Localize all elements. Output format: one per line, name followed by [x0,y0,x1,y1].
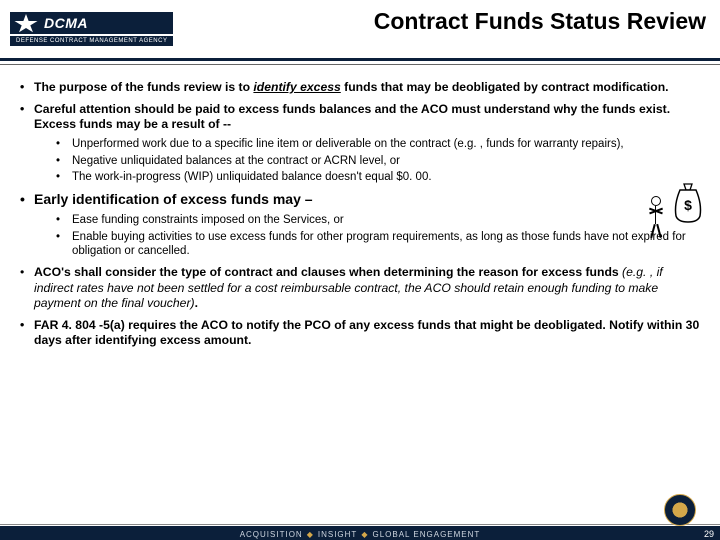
diamond-icon: ◆ [307,530,314,539]
bullet-aco-consider: ACO's shall consider the type of contrac… [20,265,700,312]
dcma-logo: DCMA DEFENSE CONTRACT MANAGEMENT AGENCY [10,12,173,46]
header-divider [0,58,720,65]
page-title: Contract Funds Status Review [374,8,706,35]
sub-negative: Negative unliquidated balances at the co… [34,154,700,169]
money-bag-icon: $ [670,180,706,224]
bullet-far: FAR 4. 804 -5(a) requires the ACO to not… [20,318,700,349]
bullet-attention: Careful attention should be paid to exce… [20,102,700,185]
slide-body: The purpose of the funds review is to id… [0,72,720,349]
logo-text: DCMA [10,12,173,34]
dollar-sign: $ [684,197,692,213]
moneybag-graphic: $ [644,180,706,224]
sub-ease: Ease funding constraints imposed on the … [34,213,700,228]
sub-unperformed: Unperformed work due to a specific line … [34,137,700,152]
sub-wip: The work-in-progress (WIP) unliquidated … [34,170,700,185]
slide-header: DCMA DEFENSE CONTRACT MANAGEMENT AGENCY … [0,0,720,72]
page-number: 29 [704,529,714,539]
diamond-icon: ◆ [361,530,368,539]
footer-tagline: ACQUISITION◆INSIGHT◆GLOBAL ENGAGEMENT [0,530,720,539]
bullet-early-id: Early identification of excess funds may… [20,191,700,259]
agency-seal-icon [664,494,696,526]
stick-figure-icon [644,196,668,224]
logo-subtext: DEFENSE CONTRACT MANAGEMENT AGENCY [10,36,173,46]
sub-enable: Enable buying activities to use excess f… [34,230,700,259]
bullet-purpose: The purpose of the funds review is to id… [20,80,700,96]
logo-acronym: DCMA [44,15,88,31]
star-icon [14,14,38,34]
slide-footer: ACQUISITION◆INSIGHT◆GLOBAL ENGAGEMENT 29 [0,514,720,540]
